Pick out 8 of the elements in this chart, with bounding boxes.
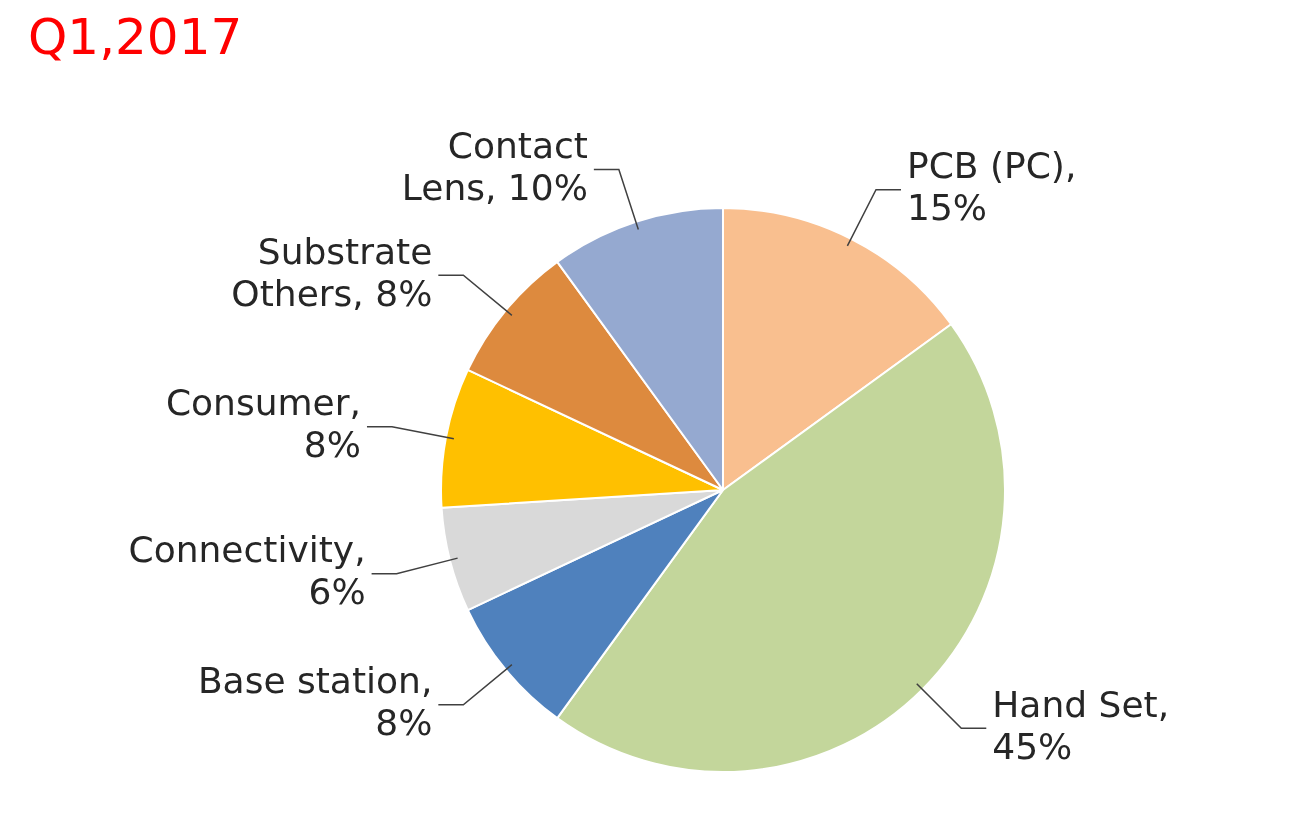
chart-title: Q1,2017	[28, 8, 243, 66]
slice-label: Consumer, 8%	[165, 382, 361, 466]
slice-label: Base station, 8%	[197, 660, 433, 744]
slice-label: Substrate Others, 8%	[231, 230, 433, 314]
slice-label: Hand Set, 45%	[992, 683, 1170, 767]
slice-label: PCB (PC), 15%	[906, 145, 1077, 229]
slice-label: Contact Lens, 10%	[401, 124, 588, 208]
slice-label: Connectivity, 6%	[128, 529, 366, 613]
